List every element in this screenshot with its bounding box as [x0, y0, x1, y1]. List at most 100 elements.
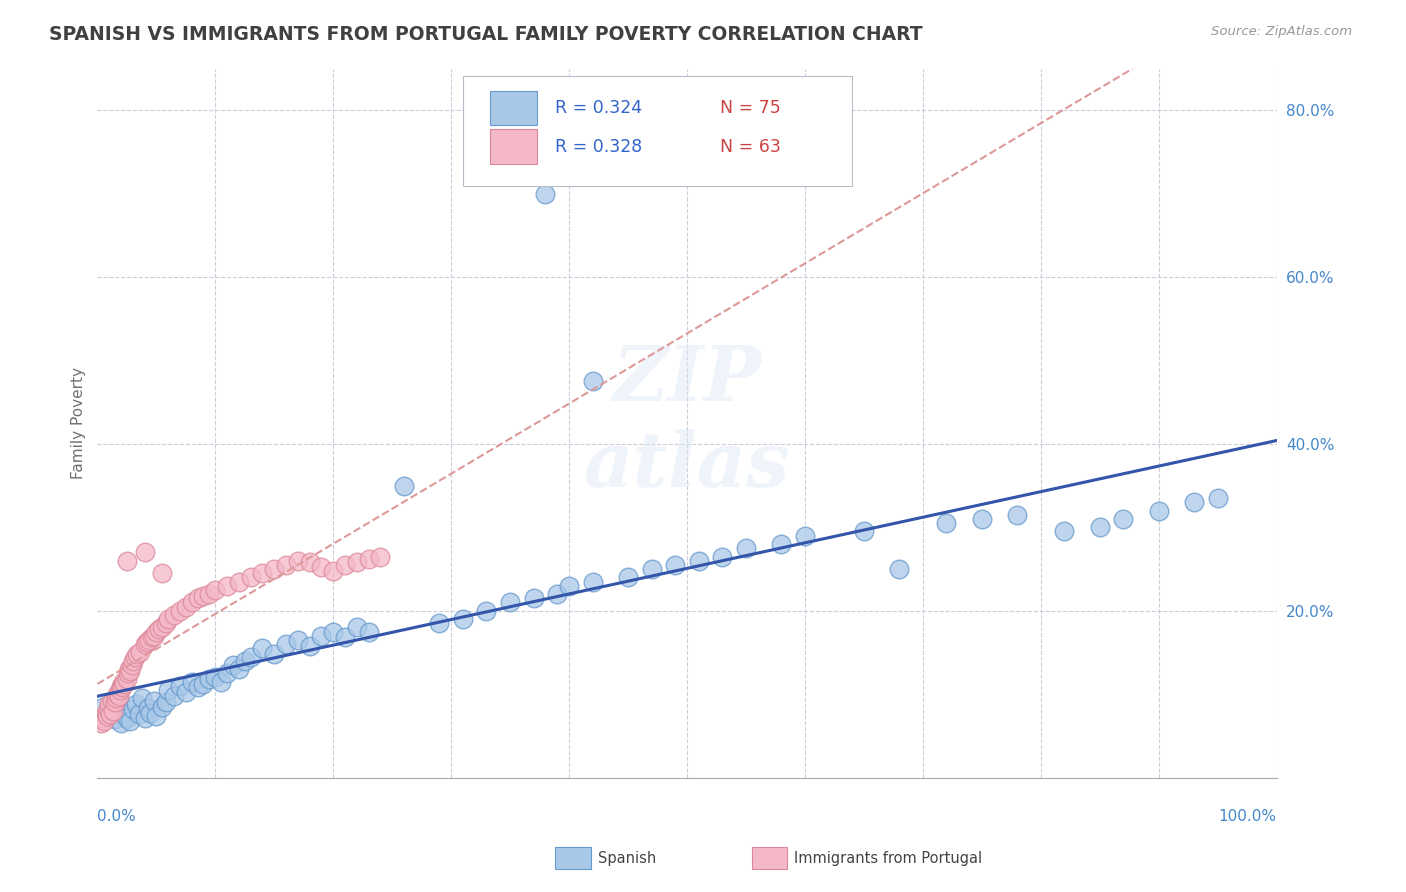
- Text: ZIP
atlas: ZIP atlas: [583, 343, 790, 503]
- Point: [287, 632, 309, 647]
- Point: [1206, 491, 1229, 505]
- Point: [135, 635, 157, 649]
- Point: [228, 662, 250, 676]
- Point: [163, 689, 186, 703]
- Point: [252, 641, 274, 656]
- Point: [322, 564, 344, 578]
- Point: [889, 562, 911, 576]
- Point: [617, 570, 640, 584]
- Bar: [491, 90, 537, 125]
- Point: [174, 599, 197, 614]
- Point: [346, 620, 368, 634]
- Point: [1053, 524, 1076, 539]
- Point: [534, 186, 557, 201]
- Point: [1182, 495, 1205, 509]
- Point: [169, 679, 191, 693]
- Point: [157, 683, 180, 698]
- Point: [134, 545, 156, 559]
- Point: [174, 685, 197, 699]
- Point: [169, 604, 191, 618]
- Point: [107, 696, 129, 710]
- Text: 0.0%: 0.0%: [97, 809, 136, 824]
- Point: [263, 562, 285, 576]
- Point: [475, 604, 498, 618]
- Point: [333, 631, 356, 645]
- FancyBboxPatch shape: [463, 76, 852, 186]
- Text: N = 75: N = 75: [720, 98, 780, 117]
- Point: [770, 537, 793, 551]
- Point: [112, 706, 135, 720]
- Point: [427, 616, 450, 631]
- Point: [110, 716, 132, 731]
- Point: [141, 631, 163, 645]
- Y-axis label: Family Poverty: Family Poverty: [72, 367, 86, 479]
- Point: [134, 637, 156, 651]
- Point: [209, 674, 232, 689]
- Point: [91, 710, 114, 724]
- Point: [148, 622, 170, 636]
- Point: [392, 478, 415, 492]
- Point: [150, 699, 173, 714]
- Point: [90, 716, 112, 731]
- Point: [142, 694, 165, 708]
- Point: [215, 579, 238, 593]
- Point: [150, 620, 173, 634]
- Point: [157, 612, 180, 626]
- Point: [1112, 512, 1135, 526]
- Point: [105, 687, 128, 701]
- Bar: [491, 129, 537, 163]
- Point: [120, 664, 142, 678]
- Point: [852, 524, 875, 539]
- Point: [311, 560, 333, 574]
- Point: [187, 681, 209, 695]
- Point: [100, 704, 122, 718]
- Point: [98, 697, 121, 711]
- Point: [180, 595, 202, 609]
- Point: [252, 566, 274, 581]
- Point: [139, 706, 162, 720]
- Point: [239, 570, 262, 584]
- Point: [117, 666, 139, 681]
- Point: [735, 541, 758, 556]
- Point: [581, 574, 603, 589]
- Point: [104, 712, 127, 726]
- Point: [98, 708, 121, 723]
- Point: [333, 558, 356, 572]
- Point: [204, 582, 226, 597]
- Point: [115, 672, 138, 686]
- Point: [228, 574, 250, 589]
- Point: [124, 649, 146, 664]
- Point: [121, 702, 143, 716]
- Point: [193, 589, 215, 603]
- Point: [322, 624, 344, 639]
- Point: [193, 677, 215, 691]
- Point: [204, 670, 226, 684]
- Point: [155, 616, 177, 631]
- Point: [110, 679, 132, 693]
- Point: [127, 647, 149, 661]
- Text: R = 0.324: R = 0.324: [555, 98, 643, 117]
- Point: [150, 566, 173, 581]
- Point: [98, 707, 121, 722]
- Text: Spanish: Spanish: [598, 851, 655, 865]
- Point: [215, 666, 238, 681]
- Point: [115, 710, 138, 724]
- Point: [100, 694, 122, 708]
- Point: [274, 558, 297, 572]
- Point: [91, 699, 114, 714]
- Point: [287, 554, 309, 568]
- Point: [357, 624, 380, 639]
- Point: [970, 512, 993, 526]
- Point: [664, 558, 686, 572]
- Point: [370, 549, 392, 564]
- Point: [311, 629, 333, 643]
- Point: [1088, 520, 1111, 534]
- Point: [298, 555, 321, 569]
- Point: [163, 607, 186, 622]
- Point: [93, 714, 115, 728]
- Text: Immigrants from Portugal: Immigrants from Portugal: [794, 851, 983, 865]
- Point: [115, 554, 138, 568]
- Point: [711, 549, 734, 564]
- Point: [523, 591, 546, 606]
- Point: [142, 629, 165, 643]
